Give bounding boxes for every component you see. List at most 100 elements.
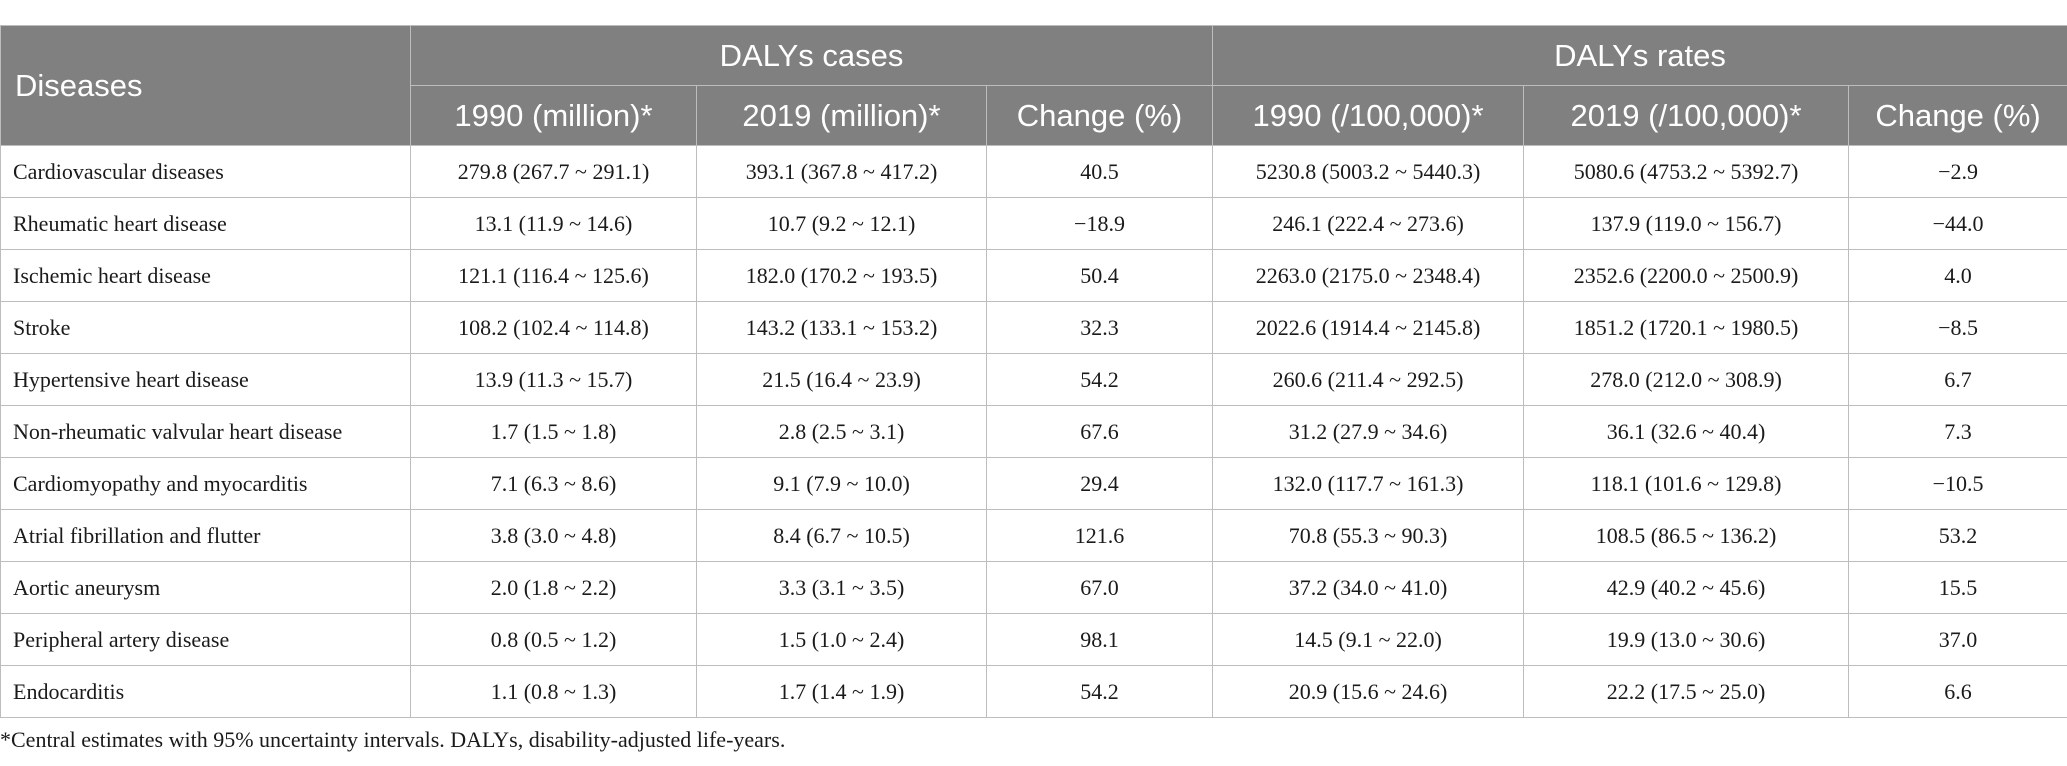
header-group-cases: DALYs cases: [409, 25, 1214, 86]
cases-2019-cell: 1.5 (1.0 ~ 2.4): [696, 613, 987, 666]
disease-name: Rheumatic heart disease: [0, 197, 411, 250]
cases-change-cell: 40.5: [985, 145, 1214, 198]
rates-2019-cell: 2352.6 (2200.0 ~ 2500.9): [1523, 249, 1850, 302]
header-cases-2019: 2019 (million)*: [696, 85, 987, 146]
table-row: Non-rheumatic valvular heart disease 1.7…: [0, 405, 2067, 458]
cases-1990-cell: 2.0 (1.8 ~ 2.2): [410, 561, 697, 614]
rates-1990-cell: 260.6 (211.4 ~ 292.5): [1212, 353, 1525, 406]
rates-change-cell: 6.7: [1848, 353, 2067, 406]
table-row: Rheumatic heart disease 13.1 (11.9 ~ 14.…: [0, 197, 2067, 250]
header-cases-change: Change (%): [985, 85, 1214, 146]
rates-1990-cell: 132.0 (117.7 ~ 161.3): [1212, 457, 1525, 510]
cases-change-cell: 67.6: [985, 405, 1214, 458]
rates-1990-cell: 2022.6 (1914.4 ~ 2145.8): [1212, 301, 1525, 354]
disease-name: Cardiovascular diseases: [0, 145, 411, 198]
cases-1990-cell: 108.2 (102.4 ~ 114.8): [410, 301, 697, 354]
table-row: Cardiomyopathy and myocarditis 7.1 (6.3 …: [0, 457, 2067, 510]
rates-1990-cell: 20.9 (15.6 ~ 24.6): [1212, 665, 1525, 718]
disease-name: Peripheral artery disease: [0, 613, 411, 666]
header-rates-1990: 1990 (/100,000)*: [1212, 85, 1525, 146]
rates-1990-cell: 70.8 (55.3 ~ 90.3): [1212, 509, 1525, 562]
rates-change-cell: −44.0: [1848, 197, 2067, 250]
cases-2019-cell: 10.7 (9.2 ~ 12.1): [696, 197, 987, 250]
rates-2019-cell: 118.1 (101.6 ~ 129.8): [1523, 457, 1850, 510]
disease-name: Hypertensive heart disease: [0, 353, 411, 406]
cases-2019-cell: 182.0 (170.2 ~ 193.5): [696, 249, 987, 302]
cases-1990-cell: 13.9 (11.3 ~ 15.7): [410, 353, 697, 406]
cases-1990-cell: 7.1 (6.3 ~ 8.6): [410, 457, 697, 510]
table-header: Diseases DALYs cases DALYs rates 1990 (m…: [0, 25, 2067, 146]
rates-2019-cell: 36.1 (32.6 ~ 40.4): [1523, 405, 1850, 458]
cases-change-cell: −18.9: [985, 197, 1214, 250]
cases-change-cell: 121.6: [985, 509, 1214, 562]
rates-change-cell: 37.0: [1848, 613, 2067, 666]
disease-name: Stroke: [0, 301, 411, 354]
cases-change-cell: 67.0: [985, 561, 1214, 614]
header-rates-2019: 2019 (/100,000)*: [1523, 85, 1850, 146]
disease-name: Cardiomyopathy and myocarditis: [0, 457, 411, 510]
cases-change-cell: 98.1: [985, 613, 1214, 666]
cases-2019-cell: 9.1 (7.9 ~ 10.0): [696, 457, 987, 510]
rates-change-cell: 6.6: [1848, 665, 2067, 718]
cases-2019-cell: 2.8 (2.5 ~ 3.1): [696, 405, 987, 458]
table-row: Cardiovascular diseases 279.8 (267.7 ~ 2…: [0, 145, 2067, 198]
rates-1990-cell: 5230.8 (5003.2 ~ 5440.3): [1212, 145, 1525, 198]
rates-2019-cell: 278.0 (212.0 ~ 308.9): [1523, 353, 1850, 406]
rates-change-cell: −10.5: [1848, 457, 2067, 510]
cases-2019-cell: 143.2 (133.1 ~ 153.2): [696, 301, 987, 354]
rates-2019-cell: 5080.6 (4753.2 ~ 5392.7): [1523, 145, 1850, 198]
dalys-table: Diseases DALYs cases DALYs rates 1990 (m…: [0, 25, 2067, 718]
rates-2019-cell: 22.2 (17.5 ~ 25.0): [1523, 665, 1850, 718]
disease-name: Aortic aneurysm: [0, 561, 411, 614]
table-row: Endocarditis 1.1 (0.8 ~ 1.3) 1.7 (1.4 ~ …: [0, 665, 2067, 718]
disease-name: Non-rheumatic valvular heart disease: [0, 405, 411, 458]
rates-1990-cell: 246.1 (222.4 ~ 273.6): [1212, 197, 1525, 250]
header-rates-change: Change (%): [1848, 85, 2067, 146]
rates-change-cell: −2.9: [1848, 145, 2067, 198]
disease-name: Endocarditis: [0, 665, 411, 718]
rates-2019-cell: 42.9 (40.2 ~ 45.6): [1523, 561, 1850, 614]
cases-2019-cell: 1.7 (1.4 ~ 1.9): [696, 665, 987, 718]
cases-1990-cell: 1.1 (0.8 ~ 1.3): [410, 665, 697, 718]
rates-change-cell: 4.0: [1848, 249, 2067, 302]
cases-1990-cell: 279.8 (267.7 ~ 291.1): [410, 145, 697, 198]
data-table-container: Diseases DALYs cases DALYs rates 1990 (m…: [0, 25, 2067, 718]
cases-change-cell: 32.3: [985, 301, 1214, 354]
cases-1990-cell: 121.1 (116.4 ~ 125.6): [410, 249, 697, 302]
cases-2019-cell: 393.1 (367.8 ~ 417.2): [696, 145, 987, 198]
rates-change-cell: 7.3: [1848, 405, 2067, 458]
rates-1990-cell: 31.2 (27.9 ~ 34.6): [1212, 405, 1525, 458]
rates-1990-cell: 14.5 (9.1 ~ 22.0): [1212, 613, 1525, 666]
cases-1990-cell: 3.8 (3.0 ~ 4.8): [410, 509, 697, 562]
table-body: Cardiovascular diseases 279.8 (267.7 ~ 2…: [0, 145, 2067, 718]
cases-change-cell: 54.2: [985, 353, 1214, 406]
rates-1990-cell: 37.2 (34.0 ~ 41.0): [1212, 561, 1525, 614]
rates-change-cell: −8.5: [1848, 301, 2067, 354]
rates-2019-cell: 108.5 (86.5 ~ 136.2): [1523, 509, 1850, 562]
table-row: Stroke 108.2 (102.4 ~ 114.8) 143.2 (133.…: [0, 301, 2067, 354]
rates-1990-cell: 2263.0 (2175.0 ~ 2348.4): [1212, 249, 1525, 302]
cases-1990-cell: 13.1 (11.9 ~ 14.6): [410, 197, 697, 250]
table-row: Ischemic heart disease 121.1 (116.4 ~ 12…: [0, 249, 2067, 302]
table-row: Peripheral artery disease 0.8 (0.5 ~ 1.2…: [0, 613, 2067, 666]
disease-name: Atrial fibrillation and flutter: [0, 509, 411, 562]
cases-change-cell: 50.4: [985, 249, 1214, 302]
cases-2019-cell: 8.4 (6.7 ~ 10.5): [696, 509, 987, 562]
header-diseases: Diseases: [0, 25, 411, 146]
table-row: Aortic aneurysm 2.0 (1.8 ~ 2.2) 3.3 (3.1…: [0, 561, 2067, 614]
header-group-rates: DALYs rates: [1212, 25, 2067, 86]
cases-1990-cell: 0.8 (0.5 ~ 1.2): [410, 613, 697, 666]
disease-name: Ischemic heart disease: [0, 249, 411, 302]
header-cases-1990: 1990 (million)*: [410, 85, 697, 146]
cases-1990-cell: 1.7 (1.5 ~ 1.8): [410, 405, 697, 458]
rates-2019-cell: 19.9 (13.0 ~ 30.6): [1523, 613, 1850, 666]
rates-change-cell: 53.2: [1848, 509, 2067, 562]
cases-2019-cell: 21.5 (16.4 ~ 23.9): [696, 353, 987, 406]
rates-2019-cell: 1851.2 (1720.1 ~ 1980.5): [1523, 301, 1850, 354]
cases-2019-cell: 3.3 (3.1 ~ 3.5): [696, 561, 987, 614]
rates-2019-cell: 137.9 (119.0 ~ 156.7): [1523, 197, 1850, 250]
table-footnote: *Central estimates with 95% uncertainty …: [0, 727, 786, 752]
table-row: Atrial fibrillation and flutter 3.8 (3.0…: [0, 509, 2067, 562]
cases-change-cell: 29.4: [985, 457, 1214, 510]
cases-change-cell: 54.2: [985, 665, 1214, 718]
